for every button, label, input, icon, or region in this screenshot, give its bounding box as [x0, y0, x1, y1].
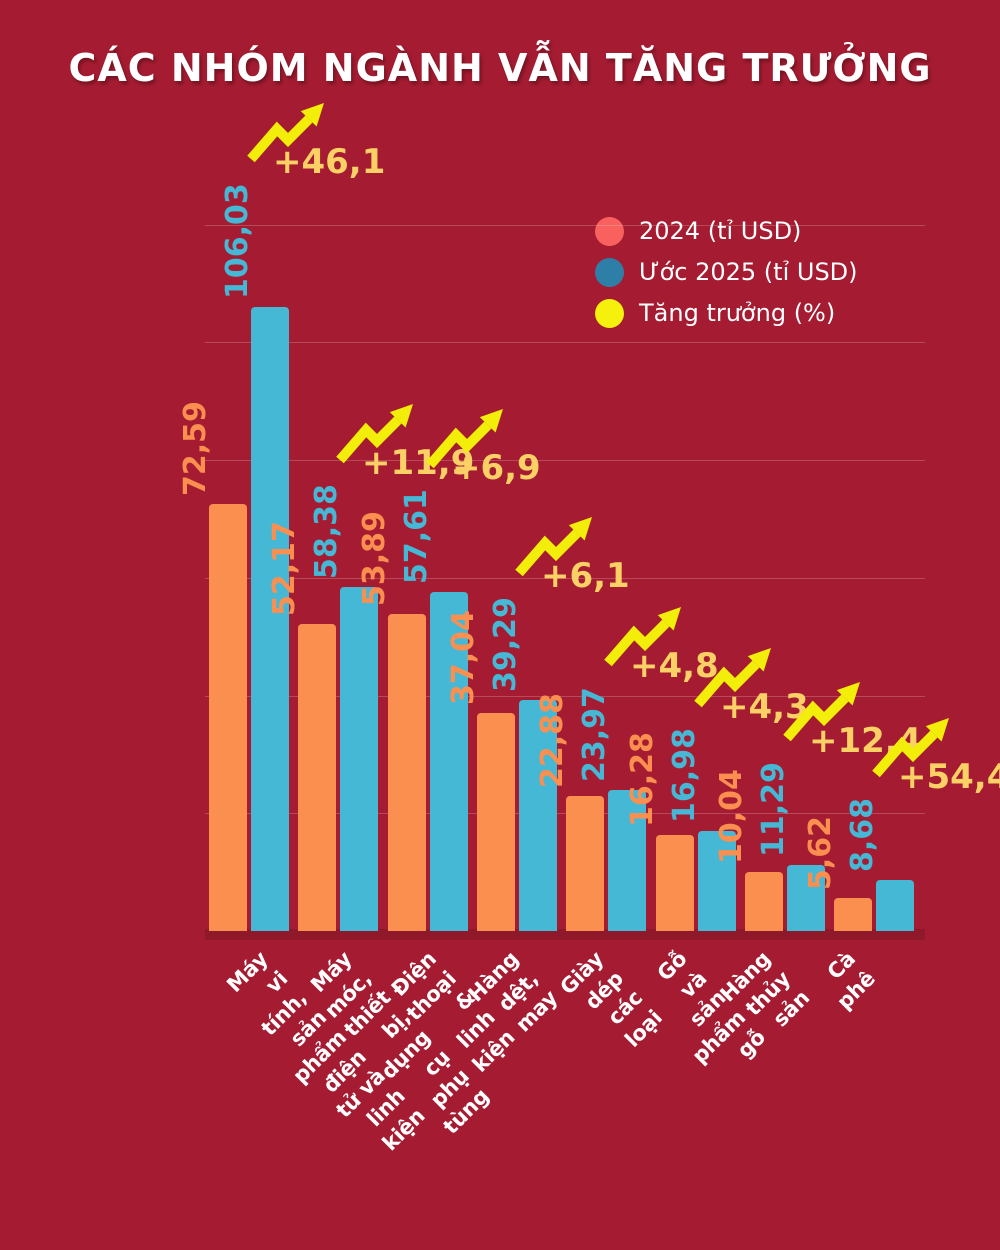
- axis-baseline: [205, 929, 925, 940]
- growth-label: +6,1: [541, 556, 630, 596]
- value-label-2025: 23,97: [577, 687, 612, 782]
- legend: 2024 (tỉ USD) Ước 2025 (tỉ USD) Tăng trưởn…: [595, 216, 858, 339]
- zigzag-growth-arrow-icon: [426, 409, 503, 469]
- bar-2024: [566, 796, 604, 931]
- chart-title: CÁC NHÓM NGÀNH VẪN TĂNG TRƯỞNG: [68, 46, 932, 90]
- bar-2024: [834, 897, 872, 931]
- gridline: [205, 225, 925, 226]
- value-label-2024: 16,28: [625, 732, 660, 827]
- legend-label: Ước 2025 (tỉ USD): [639, 258, 858, 286]
- value-label-2024: 53,89: [357, 511, 392, 606]
- bar-2025: [787, 864, 825, 931]
- value-label-2025: 16,98: [667, 728, 702, 823]
- bar-2025: [698, 831, 736, 931]
- zigzag-growth-arrow-icon: [783, 682, 860, 742]
- growth-label: +6,9: [452, 448, 541, 488]
- bar-2025: [876, 879, 914, 931]
- growth-label: +46,1: [273, 142, 386, 182]
- value-label-2025: 106,03: [220, 183, 255, 299]
- bar-2024: [656, 835, 694, 931]
- value-label-2024: 52,17: [267, 521, 302, 616]
- circle-icon: [595, 216, 624, 246]
- gridline: [205, 578, 925, 579]
- bar-2025: [608, 789, 646, 931]
- bar-2024: [745, 871, 783, 931]
- value-label-2024: 72,59: [178, 401, 213, 496]
- bar-2024: [388, 613, 426, 931]
- bar-2024: [209, 503, 247, 931]
- legend-item: Tăng trưởng (%): [595, 298, 858, 328]
- zigzag-growth-arrow-icon: [694, 648, 771, 708]
- legend-label: 2024 (tỉ USD): [639, 217, 802, 245]
- value-label-2024: 22,88: [535, 693, 570, 788]
- zigzag-growth-arrow-icon: [515, 517, 592, 577]
- growth-label: +11,9: [362, 443, 475, 483]
- bar-2024: [477, 712, 515, 931]
- growth-label: +4,8: [630, 646, 719, 686]
- value-label-2024: 37,04: [446, 610, 481, 705]
- value-label-2024: 10,04: [714, 769, 749, 864]
- category-label: Cà phê: [822, 946, 880, 1014]
- zigzag-growth-arrow-icon: [247, 103, 324, 163]
- bar-2025: [430, 591, 468, 931]
- value-label-2025: 11,29: [756, 762, 791, 857]
- growth-label: +4,3: [720, 687, 809, 727]
- legend-label: Tăng trưởng (%): [639, 299, 836, 327]
- bar-2024: [298, 623, 336, 931]
- circle-icon: [595, 298, 624, 328]
- bar-2025: [251, 306, 289, 931]
- gridline: [205, 342, 925, 343]
- value-label-2024: 5,62: [803, 815, 838, 890]
- legend-item: Ước 2025 (tỉ USD): [595, 257, 858, 287]
- bar-2025: [519, 699, 557, 931]
- value-label-2025: 39,29: [488, 597, 523, 692]
- zigzag-growth-arrow-icon: [872, 718, 949, 778]
- gridline: [205, 813, 925, 814]
- zigzag-growth-arrow-icon: [604, 607, 681, 667]
- legend-item: 2024 (tỉ USD): [595, 216, 858, 246]
- growth-label: +54,4: [898, 757, 1000, 797]
- value-label-2025: 8,68: [845, 797, 880, 872]
- gridline: [205, 696, 925, 697]
- zigzag-growth-arrow-icon: [336, 404, 413, 464]
- value-label-2025: 58,38: [309, 484, 344, 579]
- gridline: [205, 460, 925, 461]
- bar-2025: [340, 587, 378, 931]
- value-label-2025: 57,61: [399, 489, 434, 584]
- circle-icon: [595, 257, 624, 287]
